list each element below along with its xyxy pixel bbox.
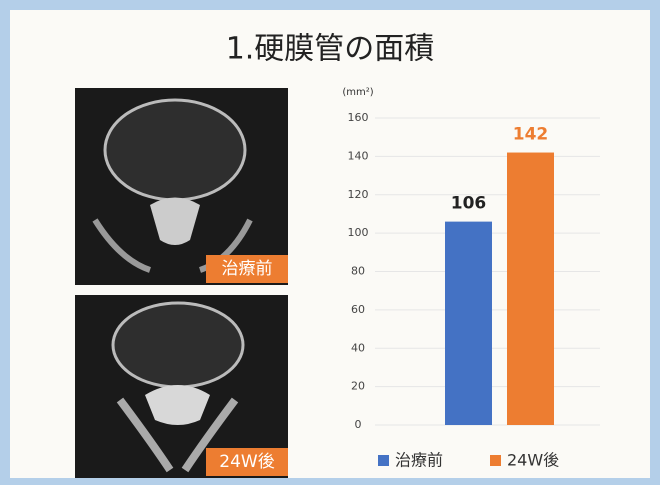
chart-title: 1.硬膜管の面積: [226, 32, 435, 67]
mri-bottom: 24W後: [75, 295, 288, 478]
legend-swatch: [378, 455, 389, 466]
y-tick-label: 120: [348, 188, 369, 201]
y-tick-label: 80: [351, 265, 365, 278]
bar: [507, 153, 554, 425]
value-label: 142: [513, 125, 549, 145]
value-label: 106: [451, 194, 487, 214]
y-tick-label: 60: [351, 303, 365, 316]
slide: 1.硬膜管の面積 治療前 24W後 (mm²) 0 20 40 60 80 100 120 1…: [0, 0, 660, 485]
y-unit: (mm²): [342, 87, 373, 98]
legend-swatch: [490, 455, 501, 466]
bar: [445, 222, 492, 425]
y-tick-label: 40: [351, 341, 365, 354]
image-label: 治療前: [222, 259, 273, 279]
y-tick-label: 160: [348, 111, 369, 124]
y-tick-label: 100: [348, 226, 369, 239]
image-label: 24W後: [219, 452, 274, 472]
y-tick-label: 140: [348, 149, 369, 162]
mri-top: 治療前: [75, 88, 288, 285]
y-tick-label: 20: [351, 380, 365, 393]
legend-label: 治療前: [395, 451, 443, 470]
y-tick-label: 0: [355, 418, 362, 431]
legend-label: 24W後: [507, 451, 559, 470]
